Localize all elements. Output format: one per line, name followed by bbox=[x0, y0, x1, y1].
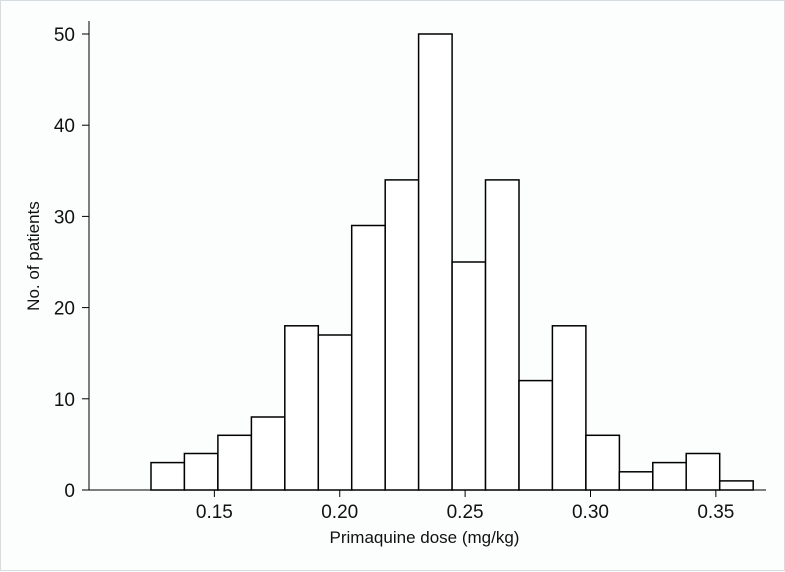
histogram-bar bbox=[585, 434, 621, 491]
x-tick-label: 0.35 bbox=[697, 502, 734, 523]
y-tick-label: 50 bbox=[54, 25, 75, 46]
histogram-bar bbox=[551, 325, 587, 491]
y-axis-title: No. of patients bbox=[24, 201, 43, 311]
histogram-bar bbox=[417, 33, 453, 491]
histogram-bar bbox=[518, 379, 554, 491]
y-tick-label: 30 bbox=[54, 207, 75, 228]
histogram-bar bbox=[350, 224, 386, 491]
x-tick-label: 0.15 bbox=[196, 502, 233, 523]
y-tick-label: 10 bbox=[54, 390, 75, 411]
histogram-bar bbox=[183, 452, 219, 491]
y-tick-label: 0 bbox=[64, 481, 75, 502]
histogram-bar bbox=[451, 261, 487, 491]
histogram-bar bbox=[217, 434, 253, 491]
x-tick-label: 0.20 bbox=[321, 502, 358, 523]
y-ticks-group: 0 10 20 30 40 50 bbox=[54, 25, 89, 502]
histogram-bar bbox=[718, 480, 754, 491]
x-tick-label: 0.30 bbox=[572, 502, 609, 523]
y-tick-label: 40 bbox=[54, 116, 75, 137]
histogram-bar bbox=[250, 416, 286, 491]
y-tick-label: 20 bbox=[54, 299, 75, 320]
histogram-bar bbox=[685, 452, 721, 491]
x-axis-title: Primaquine dose (mg/kg) bbox=[330, 528, 520, 547]
histogram-bar bbox=[618, 471, 654, 491]
histogram-bar bbox=[484, 179, 520, 491]
histogram-bar bbox=[284, 325, 320, 491]
x-ticks-group: 0.15 0.20 0.25 0.30 0.35 bbox=[196, 490, 734, 523]
bars-group bbox=[150, 33, 754, 491]
histogram-bar bbox=[317, 334, 353, 491]
x-tick-label: 0.25 bbox=[447, 502, 484, 523]
histogram-bar bbox=[384, 179, 420, 491]
histogram-bar bbox=[652, 461, 688, 491]
histogram-bar bbox=[150, 461, 186, 491]
